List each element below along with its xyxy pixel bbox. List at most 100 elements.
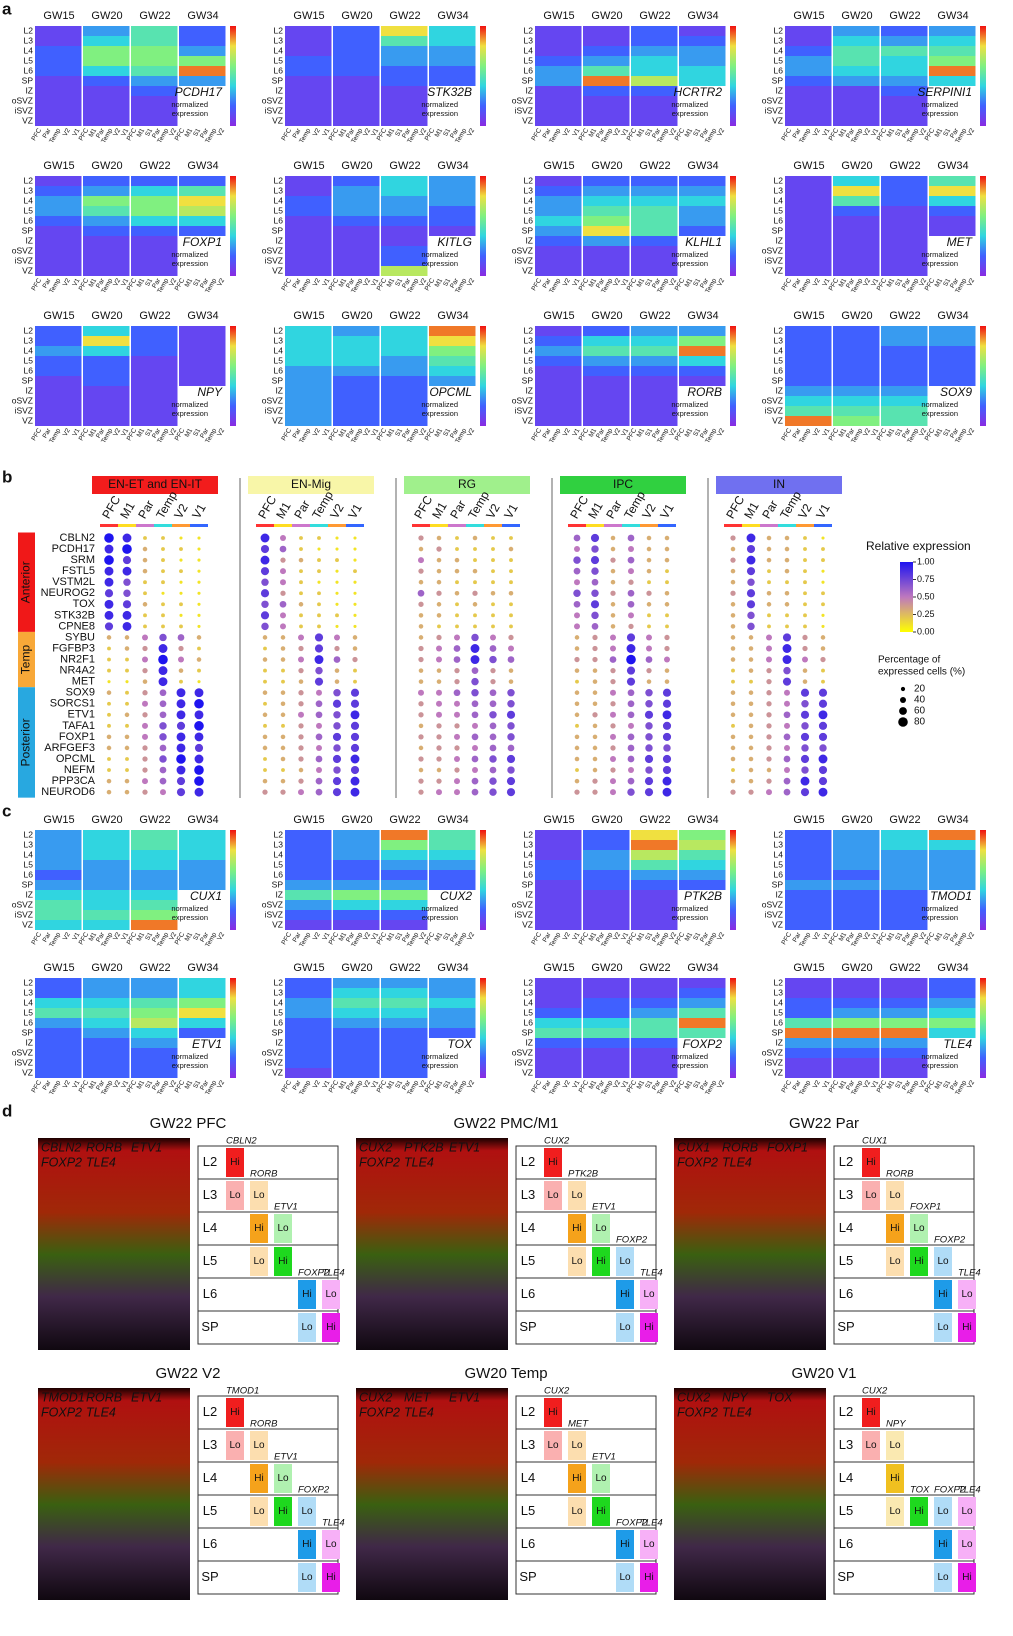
heatmap-cell — [631, 998, 678, 1008]
heatmap-cell — [929, 46, 976, 56]
stage-label: GW22 — [889, 962, 920, 974]
dot — [767, 580, 771, 584]
dot — [159, 677, 168, 686]
stage-label: GW34 — [687, 814, 718, 826]
row-label: L4 — [24, 849, 34, 859]
dot — [454, 734, 460, 740]
heatmap-cell — [381, 978, 428, 988]
area-label: V2 — [562, 931, 572, 942]
heatmap-cell — [785, 76, 832, 86]
area-stripe — [154, 524, 172, 527]
dot — [351, 744, 359, 752]
stain-label: ETV1 — [449, 1390, 480, 1404]
row-label: IZ — [275, 85, 283, 95]
row-label: L5 — [24, 1007, 34, 1017]
dot — [663, 733, 671, 741]
dot — [455, 580, 459, 584]
dot — [628, 756, 635, 763]
heatmap-cell — [131, 356, 178, 366]
stain-label: FOXP2 — [41, 1405, 82, 1419]
heatmap-cell — [679, 978, 726, 988]
gene-label: KLHL1 — [685, 235, 722, 249]
heatmap-cell — [833, 988, 880, 998]
heatmap-cell — [583, 66, 630, 76]
dot — [177, 699, 186, 708]
area-label: V2 — [812, 427, 822, 438]
row-label: IZ — [25, 889, 33, 899]
row-label: L6 — [274, 65, 284, 75]
dot — [161, 613, 165, 617]
heatmap-cell — [881, 1008, 928, 1018]
heatmap-cell — [535, 216, 582, 226]
heatmap-cell — [535, 920, 582, 930]
area-label: V2 — [466, 277, 476, 288]
diagram-gene: FOXP2 — [298, 1485, 330, 1496]
dot — [610, 734, 616, 740]
heatmap-cell — [333, 386, 380, 396]
heatmap-cell — [881, 880, 928, 890]
dot — [611, 580, 616, 585]
heatmap-cell — [535, 1058, 582, 1068]
stage-label: GW15 — [793, 10, 824, 22]
colorbar — [980, 326, 986, 426]
heatmap-cell — [333, 96, 380, 106]
area-stripe — [310, 524, 328, 527]
heatmap-cell — [583, 86, 630, 96]
area-stripe — [274, 524, 292, 527]
row-label: VZ — [772, 265, 783, 275]
dot — [263, 669, 267, 673]
heatmap-cell — [833, 336, 880, 346]
colorbar — [730, 326, 736, 426]
dot — [161, 602, 165, 606]
heatmap-cell — [83, 396, 130, 406]
dot — [105, 567, 114, 576]
dot — [628, 624, 633, 629]
heatmap-cell — [381, 116, 428, 126]
heatmap-cell — [631, 186, 678, 196]
row-label: SP — [522, 879, 534, 889]
dot — [731, 757, 736, 762]
heatmap-cell — [83, 840, 130, 850]
heatmap-cell — [583, 76, 630, 86]
dot — [730, 790, 735, 795]
dot — [803, 668, 808, 673]
dot — [197, 570, 200, 573]
dot — [575, 690, 580, 695]
heatmap-cell — [83, 26, 130, 36]
heatmap-cell — [631, 840, 678, 850]
area-label: PFC — [411, 493, 435, 521]
heatmap-cell — [631, 206, 678, 216]
heatmap-cell — [785, 246, 832, 256]
heatmap-cell — [333, 216, 380, 226]
diagram-gene: RORB — [250, 1169, 278, 1180]
heatmap-cell — [131, 988, 178, 998]
area-label: V2 — [62, 127, 72, 138]
stage-label: GW20 — [91, 962, 122, 974]
dot — [316, 723, 322, 729]
heatmap-cell — [35, 920, 82, 930]
dot — [767, 613, 771, 617]
colorbar — [480, 326, 486, 426]
heatmap-cell — [535, 988, 582, 998]
row-label: L5 — [524, 205, 534, 215]
heatmap-cell — [35, 186, 82, 196]
row-label: L4 — [774, 849, 784, 859]
heatmap-cell — [583, 266, 630, 276]
heatmap-cell — [535, 1028, 582, 1038]
area-label: V2 — [966, 1079, 976, 1090]
heatmap-cell — [285, 406, 332, 416]
heatmap-cell — [35, 216, 82, 226]
tick-label: 0.00 — [917, 626, 935, 636]
dot — [122, 544, 132, 554]
row-label: L3 — [524, 185, 534, 195]
area-stripe — [622, 524, 640, 527]
row-label: oSVZ — [762, 899, 783, 909]
dot — [491, 558, 495, 562]
dot — [353, 569, 357, 573]
row-label: iSVZ — [15, 405, 33, 415]
dot — [280, 546, 287, 553]
heatmap-cell — [785, 1008, 832, 1018]
row-label: IZ — [525, 1037, 533, 1047]
dot — [731, 547, 736, 552]
note: normalized — [171, 400, 208, 409]
